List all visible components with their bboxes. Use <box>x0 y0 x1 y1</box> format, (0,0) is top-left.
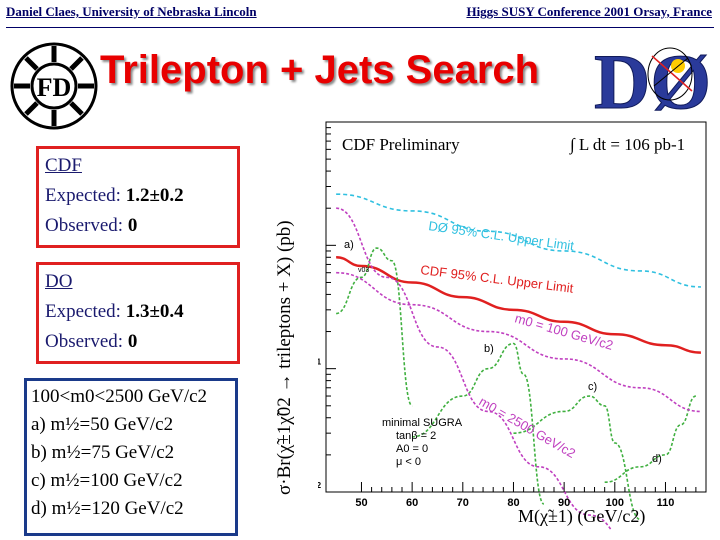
do-logo-text: DØ <box>594 38 710 120</box>
do-observed-value: 0 <box>127 331 138 352</box>
m0-range: 100<m0<2500 GeV/c2 <box>31 386 208 407</box>
do-summary-box: DO Expected: 1.3±0.4 Observed: 0 <box>36 262 240 364</box>
curve-b-label: b) <box>484 343 494 355</box>
header-divider <box>6 27 714 28</box>
x-axis-label: M(χ̃±1) (GeV/c2) <box>518 506 645 527</box>
dzero-logo: DØ <box>592 36 712 126</box>
do-expected-label: Expected: <box>45 301 121 322</box>
y-axis-label: σ·Br(χ̃±1χ̃02 → trileptons + X) (pb) <box>274 220 295 495</box>
cdf-observed-label: Observed: <box>45 215 124 236</box>
msugra-line-2: tanβ = 2 <box>396 430 436 442</box>
page-title: Trilepton + Jets Search <box>100 48 540 92</box>
cdf-expected-label: Expected: <box>45 185 121 206</box>
cdf-observed-value: 0 <box>127 215 138 236</box>
m-half-c: c) m½=100 GeV/c2 <box>31 470 183 491</box>
fermilab-detector-logo: FD <box>8 40 100 137</box>
do-label: DO <box>45 271 73 292</box>
msugra-parameter-box: 100<m0<2500 GeV/c2 a) m½=50 GeV/c2 b) m½… <box>24 378 238 536</box>
curve-c-label: c) <box>588 381 597 393</box>
series-line-1 <box>336 256 701 354</box>
chart-title: CDF Preliminary <box>342 135 460 154</box>
series-line-5 <box>604 395 697 484</box>
x-tick-label: 60 <box>406 497 418 509</box>
msugra-line-1: minimal SUGRA <box>382 417 463 429</box>
do-expected-value: 1.3±0.4 <box>125 301 184 322</box>
x-tick-label: 80 <box>507 497 519 509</box>
author-header: Daniel Claes, University of Nebraska Lin… <box>6 4 257 19</box>
m-half-a: a) m½=50 GeV/c2 <box>31 414 174 435</box>
m-half-d: d) m½=120 GeV/c2 <box>31 498 184 519</box>
plot-frame <box>325 121 707 493</box>
curve-a-label: a) <box>344 239 354 251</box>
fd-logo-text: FD <box>37 73 72 102</box>
y-tick-exponent: -1 <box>318 358 322 367</box>
series-line-6 <box>336 271 701 413</box>
y-axis-label-container: σ·Br(χ̃±1χ̃02 → trileptons + X) (pb) <box>268 120 298 500</box>
x-tick-label: 70 <box>457 497 469 509</box>
cdf-label: CDF <box>45 155 82 176</box>
series-line-2 <box>335 247 413 407</box>
luminosity-label: ∫ L dt = 106 pb-1 <box>569 135 685 155</box>
curve-d-label: d) <box>652 453 662 465</box>
series-line-0 <box>336 193 701 288</box>
m-half-b: b) m½=75 GeV/c2 <box>31 442 175 463</box>
x-tick-label: 100 <box>606 497 624 509</box>
conference-header: Higgs SUSY Conference 2001 Orsay, France <box>466 4 712 19</box>
cdf-summary-box: CDF Expected: 1.2±0.2 Observed: 0 <box>36 146 240 248</box>
series-line-3 <box>412 342 545 505</box>
x-tick-label: 90 <box>558 497 570 509</box>
cdf-expected-value: 1.2±0.2 <box>125 185 184 206</box>
series-line-4 <box>513 395 641 521</box>
msugra-line-4: μ < 0 <box>396 456 421 468</box>
v03-label: v03 <box>358 267 369 274</box>
do-observed-label: Observed: <box>45 331 124 352</box>
series-line-7 <box>336 207 619 540</box>
x-tick-label: 50 <box>355 497 367 509</box>
msugra-line-3: A0 = 0 <box>396 443 428 455</box>
x-tick-label: 110 <box>657 497 675 509</box>
y-tick-exponent: -2 <box>318 481 322 490</box>
